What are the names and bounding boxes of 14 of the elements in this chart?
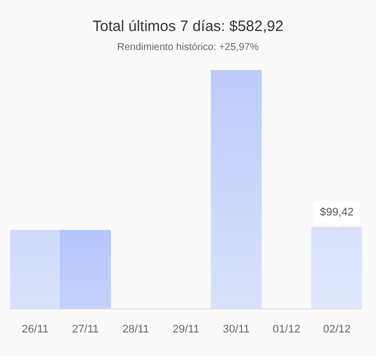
x-tick-label: 29/11 xyxy=(172,323,200,336)
bar xyxy=(60,230,111,309)
x-tick-label: 28/11 xyxy=(122,323,150,336)
x-tick-label: 01/12 xyxy=(272,323,300,336)
bar xyxy=(10,230,61,309)
chart-title: Total últimos 7 días: $582,92 xyxy=(92,17,284,35)
data-label: $99,42 xyxy=(320,206,354,218)
chart-subtitle: Rendimiento histórico: +25,97% xyxy=(116,42,260,53)
x-tick-label: 27/11 xyxy=(72,323,99,336)
x-tick-label: 02/12 xyxy=(323,323,351,336)
x-tick-label: 30/11 xyxy=(222,323,250,336)
x-tick-label: 26/11 xyxy=(22,323,48,336)
bar xyxy=(311,227,362,309)
bar xyxy=(210,70,262,309)
